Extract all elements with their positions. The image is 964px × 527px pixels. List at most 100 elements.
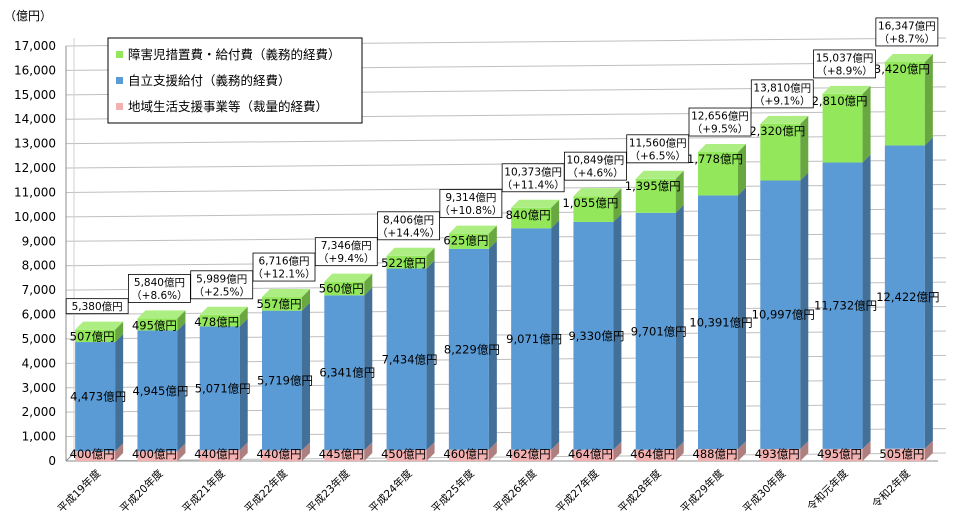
bar-top	[698, 144, 746, 153]
total-change-label: （+8.7%）	[879, 33, 935, 45]
y-tick-label: 9,000	[22, 234, 56, 248]
segment-value-label: 1,395億円	[625, 179, 681, 193]
total-callout-box	[501, 163, 565, 193]
bar-segment-side	[738, 441, 746, 461]
segment-value-label: 488億円	[693, 447, 738, 461]
bar-segment-front	[448, 248, 489, 450]
bar-segment-side	[800, 172, 809, 449]
bar-stack	[760, 115, 809, 461]
segment-value-label: 460億円	[443, 447, 488, 461]
y-tick-label: 4,000	[22, 356, 56, 370]
total-callout: 15,037億円（+8.9%）	[813, 49, 876, 79]
bar-segment-front	[884, 61, 925, 146]
y-tick-label: 15,000	[14, 88, 56, 102]
bar-top	[822, 85, 871, 94]
bar-segment-front	[511, 228, 552, 450]
bar-segment-front	[760, 448, 801, 461]
x-category-label: 平成24年度	[366, 467, 415, 516]
bar-stack	[884, 53, 933, 461]
total-change-label: （+12.1%）	[252, 269, 315, 281]
total-callout: 5,380億円	[65, 298, 129, 315]
total-callout: 16,347億円（+8.7%）	[875, 17, 939, 47]
segment-value-label: 9,071億円	[506, 332, 562, 346]
bar-segment-side	[302, 442, 310, 461]
segment-value-label: 1,778億円	[687, 152, 743, 166]
total-callout: 12,656億円（+9.5%）	[688, 107, 752, 137]
bar-segment-front	[822, 448, 863, 461]
segment-labels: 400億円 4,473億円 507億円 400億円 4,945億円 495億円 440億円 5…	[70, 62, 940, 461]
bar-segment-side	[364, 273, 373, 296]
total-callout: 13,810億円（+9.1%）	[750, 79, 814, 109]
bar-segment-front	[760, 123, 801, 181]
total-callout: 10,373億円（+11.4%）	[501, 163, 565, 193]
bar-segment-side	[364, 287, 373, 451]
bar-segment-front	[822, 93, 863, 163]
y-tick-label: 16,000	[14, 63, 56, 77]
bar-top	[448, 225, 497, 234]
bar-segment-front	[635, 178, 676, 213]
bar-segment-side	[426, 247, 435, 269]
y-axis-ticks: 0 1,000 2,000 3,000 4,000 5,000 6,000 7,000 8,00…	[14, 39, 56, 468]
total-change-label: （+9.5%）	[692, 124, 748, 136]
bar-segment-front	[635, 212, 676, 450]
y-tick-label: 6,000	[22, 308, 56, 322]
bar-segment-front	[884, 448, 925, 461]
total-callouts: 5,380億円5,840億円（+8.6%）5,989億円（+2.5%）6,716…	[65, 17, 939, 315]
legend-swatch	[116, 103, 123, 110]
bar-top	[137, 310, 186, 319]
bar-segment-side	[613, 188, 622, 222]
total-callout-box	[564, 151, 627, 181]
bar-segment-front	[262, 450, 302, 461]
bar-segment-side	[738, 144, 746, 196]
segment-value-label: 5,071億円	[195, 381, 251, 395]
bar-segment-side	[115, 334, 124, 452]
bar-top	[386, 247, 435, 256]
bar-segment-side	[551, 220, 560, 450]
segment-value-label: 557億円	[257, 297, 302, 311]
total-value-label: 5,989億円	[196, 272, 247, 285]
bar-segment-side	[800, 440, 809, 461]
total-change-label: （+10.8%）	[439, 205, 502, 217]
segment-value-label: 440億円	[194, 447, 239, 461]
bar-segment-front	[573, 196, 614, 222]
segment-value-label: 507億円	[70, 330, 115, 344]
y-axis-unit-label: （億円）	[4, 9, 52, 23]
total-value-label: 11,560億円	[629, 136, 687, 149]
segment-value-label: 625億円	[443, 234, 488, 248]
bar-segment-side	[177, 443, 186, 461]
y-tick-label: 11,000	[14, 185, 56, 199]
legend-box	[107, 37, 363, 124]
x-category-label: 平成26年度	[491, 467, 540, 516]
bar-stack	[262, 289, 310, 461]
bar-stack	[573, 188, 622, 461]
total-callout-box	[65, 298, 129, 315]
x-axis-categories: 平成19年度 平成20年度 平成21年度 平成22年度 平成23年度 平成24年度 平成25…	[55, 467, 913, 516]
legend: 障害児措置費・給付費（義務的経費） 自立支援給付（義務的経費） 地域生活支援事業等（…	[107, 37, 363, 124]
legend-swatch	[116, 51, 123, 58]
bar-segment-side	[675, 204, 684, 450]
y-tick-label: 10,000	[14, 210, 56, 224]
x-category-label: 平成19年度	[55, 467, 104, 516]
bar-segment-front	[635, 449, 676, 461]
bar-stack	[698, 144, 746, 461]
gridline	[65, 232, 947, 242]
total-value-label: 13,810億円	[753, 81, 811, 94]
segment-value-label: 450億円	[381, 447, 426, 461]
bar-segment-front	[386, 450, 427, 461]
bar-segment-side	[364, 442, 373, 461]
bar-segment-front	[448, 449, 489, 461]
bar-segment-front	[75, 342, 116, 452]
x-category-label: 平成29年度	[678, 467, 727, 516]
segment-value-label: 560億円	[319, 282, 364, 296]
x-category-label: 平成23年度	[304, 467, 353, 516]
bar-top	[635, 170, 684, 179]
total-value-label: 16,347億円	[878, 19, 936, 32]
bar-segment-front	[884, 145, 925, 449]
y-tick-label: 2,000	[22, 405, 56, 419]
bar-segment-front	[822, 162, 863, 449]
total-value-label: 8,406億円	[383, 213, 434, 226]
segment-value-label: 478億円	[194, 315, 239, 329]
x-category-label: 令和2年度	[869, 467, 913, 511]
total-value-label: 9,314億円	[445, 191, 496, 204]
segment-value-label: 8,229億円	[444, 342, 500, 356]
